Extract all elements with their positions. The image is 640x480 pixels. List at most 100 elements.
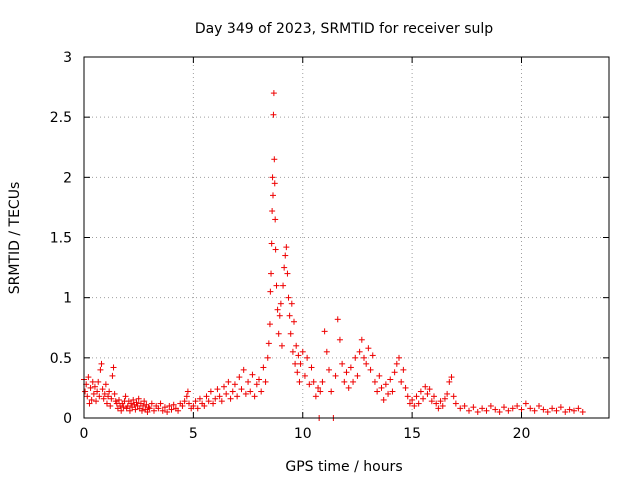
data-point — [214, 386, 221, 393]
data-point — [144, 408, 151, 415]
data-point — [168, 406, 175, 413]
data-point — [223, 390, 230, 397]
grid-lines — [84, 57, 609, 418]
data-point — [166, 402, 173, 409]
data-point — [562, 408, 569, 415]
data-point — [509, 405, 516, 412]
data-point — [354, 372, 361, 379]
axes: 0 5 10 15 20 0 0.5 1 1.5 2 2.5 3 — [50, 50, 609, 442]
data-point — [393, 360, 400, 367]
data-point — [90, 390, 97, 397]
data-point — [294, 369, 301, 376]
data-point — [312, 393, 319, 400]
data-point — [93, 398, 100, 405]
data-point — [400, 366, 407, 373]
data-point — [278, 342, 285, 349]
data-point — [201, 402, 208, 409]
data-point — [328, 388, 335, 395]
data-point — [194, 405, 201, 412]
x-tick-label: 5 — [189, 426, 198, 442]
data-point — [501, 404, 507, 411]
data-point — [288, 300, 295, 307]
data-point — [262, 378, 269, 385]
data-point — [575, 405, 582, 412]
data-point — [376, 372, 383, 379]
data-point — [428, 398, 435, 405]
data-point — [426, 386, 433, 393]
data-point — [268, 240, 275, 247]
data-point — [378, 384, 385, 391]
data-point — [103, 400, 110, 407]
data-point — [277, 300, 284, 307]
data-point — [404, 393, 411, 400]
data-point — [367, 366, 374, 373]
data-point — [306, 381, 313, 388]
data-point — [336, 336, 343, 343]
data-point — [352, 354, 359, 361]
data-point — [286, 312, 293, 319]
data-point — [120, 404, 127, 411]
data-point — [301, 372, 308, 379]
data-point — [334, 316, 341, 323]
data-point — [101, 390, 108, 397]
data-point — [161, 404, 168, 411]
data-point — [433, 400, 440, 407]
data-point — [452, 400, 459, 407]
data-point — [105, 393, 112, 400]
data-point — [339, 360, 346, 367]
data-point — [371, 378, 378, 385]
data-point — [536, 402, 542, 409]
data-point — [345, 384, 352, 391]
data-point — [317, 388, 324, 395]
data-point — [323, 348, 330, 355]
data-point — [269, 208, 276, 215]
data-point — [102, 381, 109, 388]
data-point — [282, 252, 289, 259]
data-point — [315, 384, 322, 391]
data-point — [116, 396, 122, 403]
data-point — [296, 378, 303, 385]
data-point — [138, 407, 145, 414]
data-point — [391, 369, 398, 376]
data-point — [409, 396, 416, 403]
data-point — [431, 393, 437, 400]
data-point — [461, 402, 468, 409]
data-point — [270, 90, 277, 97]
data-point — [492, 406, 499, 413]
data-point — [402, 384, 409, 391]
data-point — [130, 396, 137, 403]
data-point — [106, 388, 113, 395]
data-point — [415, 400, 422, 407]
data-point — [245, 378, 252, 385]
data-point — [420, 395, 427, 402]
data-point — [441, 395, 448, 402]
data-point — [446, 378, 453, 385]
data-point — [272, 246, 279, 253]
data-point — [406, 400, 413, 407]
data-point — [203, 393, 210, 400]
data-point — [470, 404, 477, 411]
data-point — [413, 393, 420, 400]
data-point — [297, 360, 304, 367]
data-point — [284, 270, 291, 277]
data-point — [146, 405, 153, 412]
data-point — [293, 342, 300, 349]
data-point — [496, 408, 503, 415]
data-point — [385, 390, 392, 397]
data-point — [350, 378, 357, 385]
x-tick-label: 0 — [80, 426, 89, 442]
data-point — [514, 402, 521, 409]
data-point — [190, 402, 197, 409]
data-point — [571, 407, 577, 414]
data-point — [135, 395, 142, 402]
data-point — [236, 374, 243, 381]
data-point — [253, 381, 260, 388]
data-point — [110, 364, 117, 371]
y-tick-label: 2 — [63, 170, 72, 186]
data-point — [269, 174, 276, 181]
data-point — [361, 354, 367, 361]
data-point — [439, 402, 446, 409]
data-point — [240, 366, 247, 373]
y-tick-label: 3 — [63, 50, 72, 66]
